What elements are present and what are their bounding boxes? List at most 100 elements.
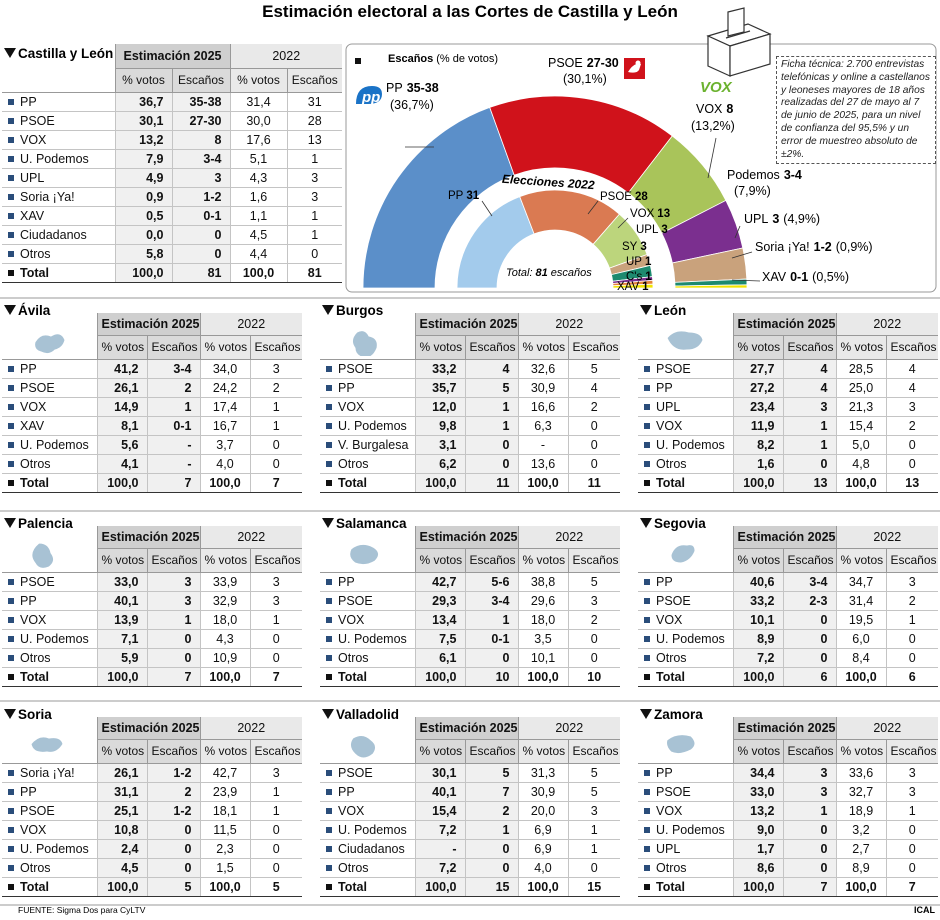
value-cell: 2: [249, 378, 302, 398]
column-header: Escaños: [885, 739, 938, 764]
value-cell: 0: [249, 454, 302, 474]
party-cell: Otros: [638, 648, 733, 668]
data-row: PP 27,2 4 25,0 4: [638, 378, 938, 398]
value-cell: 0: [885, 839, 938, 859]
value-cell: 0: [567, 629, 620, 649]
value-cell: 0: [249, 629, 302, 649]
party-name: XAV: [762, 270, 787, 284]
row-marker: [8, 654, 14, 661]
value-cell: 7,5: [414, 629, 465, 649]
party-name: Otros: [338, 650, 369, 665]
triangle-marker: [4, 709, 16, 719]
pp-logo: [356, 86, 382, 104]
column-header: % votos: [732, 739, 783, 764]
data-row: Total 100,0 13 100,0 13: [638, 472, 938, 493]
party-name: Total: [338, 475, 367, 490]
row-marker: [326, 616, 332, 623]
value-cell: 0: [146, 839, 200, 859]
value-cell: 0: [885, 454, 938, 474]
column-header: % votos: [414, 739, 465, 764]
column-header: % votos: [414, 548, 465, 573]
party-label: VOX 8: [696, 102, 733, 116]
cell-value: 33,6: [848, 765, 874, 780]
party-name: Otros: [20, 860, 51, 875]
cell-value: 2: [908, 593, 916, 608]
cell-value: 3: [214, 170, 222, 185]
cell-value: 0: [820, 612, 828, 627]
name-cell: [2, 717, 97, 764]
value-cell: 36,7: [114, 92, 172, 112]
value-cell: 100,0: [96, 472, 147, 493]
cell-value: 32,7: [848, 784, 874, 799]
cell-value: 4,1: [121, 456, 139, 471]
party-name: PP: [338, 574, 355, 589]
value-cell: 28: [286, 111, 342, 131]
province-map: [34, 332, 66, 354]
cell-value: 4: [908, 361, 916, 376]
value-cell: 100,0: [835, 666, 886, 687]
value-cell: 6,9: [517, 839, 568, 859]
value-cell: 35,7: [414, 378, 465, 398]
seat-label: 35-38: [407, 81, 439, 95]
party-name: PP: [656, 765, 673, 780]
value-cell: 100,0: [835, 472, 886, 493]
party-cell: PSOE: [2, 111, 115, 131]
previous-header: 2022: [517, 717, 620, 740]
data-row: U. Podemos 7,1 0 4,3 0: [2, 629, 302, 649]
name-cell: [638, 717, 733, 764]
previous-header: 2022: [199, 717, 302, 740]
cell-value: 3,7: [216, 437, 234, 452]
cell-value: 21,3: [848, 399, 874, 414]
inner-title: Elecciones 2022: [502, 172, 596, 192]
header-row: % votos Escaños% votos Escaños: [2, 548, 302, 573]
value-cell: 4: [885, 359, 938, 379]
value-cell: 2: [464, 801, 518, 821]
data-row: PP 41,2 3-4 34,0 3: [2, 359, 302, 379]
party-name: PSOE: [20, 803, 55, 818]
previous-header: 2022: [517, 313, 620, 336]
data-row: PSOE 29,3 3-4 29,6 3: [320, 591, 620, 611]
value-cell: 8,2: [732, 435, 783, 455]
value-cell: 3-4: [464, 591, 518, 611]
value-cell: 42,7: [414, 572, 465, 592]
cell-value: 3: [272, 765, 280, 780]
cell-value: 4: [820, 380, 828, 395]
vote-label: (0,5%): [812, 270, 849, 284]
cell-value: -: [187, 437, 192, 452]
cell-value: 2,4: [121, 841, 139, 856]
row-marker: [326, 441, 332, 448]
party-name: VOX: [696, 102, 723, 116]
header-row: Estimación 2025 2022: [2, 526, 302, 573]
cell-value: 1: [502, 612, 510, 627]
cell-value: 6,9: [534, 822, 552, 837]
cell-value: 1: [502, 418, 510, 433]
cell-value: 0: [272, 437, 280, 452]
data-row: UPL 1,7 0 2,7 0: [638, 839, 938, 859]
value-cell: 100,0: [732, 472, 783, 493]
province-map: [349, 543, 380, 565]
party-cell: PSOE: [320, 763, 415, 783]
header-row: % votos Escaños% votos Escaños: [2, 68, 342, 93]
cell-value: 4,3: [249, 170, 268, 185]
cell-value: 13,2: [750, 803, 775, 818]
province-map: [666, 733, 696, 754]
cell-value: 35,7: [432, 380, 457, 395]
party-cell: Total: [320, 472, 415, 493]
name-cell: [2, 44, 115, 93]
party-cell: PSOE: [320, 359, 415, 379]
vote-label: (7,9%): [734, 184, 771, 198]
total-suffix: escaños: [551, 267, 592, 279]
cell-value: 0: [820, 650, 828, 665]
party-cell: Total: [2, 666, 97, 687]
data-row: PP 34,4 3 33,6 3: [638, 763, 938, 783]
value-cell: 0: [782, 648, 836, 668]
value-cell: 12,0: [414, 397, 465, 417]
value-cell: 30,0: [229, 111, 287, 131]
cell-value: 100,0: [107, 879, 139, 894]
party-cell: VOX: [638, 416, 733, 436]
cell-value: 0: [184, 841, 192, 856]
party-name: PSOE: [338, 765, 373, 780]
value-cell: 0,5: [114, 206, 172, 226]
party-name: Otros: [656, 860, 687, 875]
value-cell: 5-6: [464, 572, 518, 592]
